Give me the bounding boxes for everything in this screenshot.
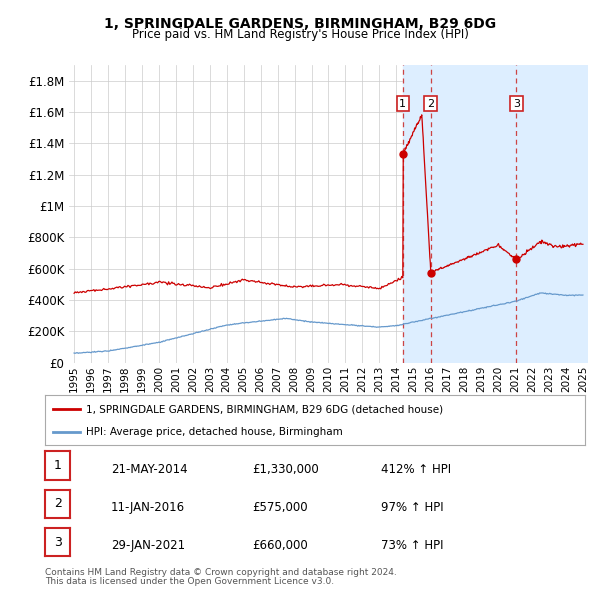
Text: Contains HM Land Registry data © Crown copyright and database right 2024.: Contains HM Land Registry data © Crown c… — [45, 568, 397, 577]
Text: 1: 1 — [399, 99, 406, 109]
Bar — [403, 65, 588, 363]
Text: 73% ↑ HPI: 73% ↑ HPI — [381, 539, 443, 552]
Text: 21-MAY-2014: 21-MAY-2014 — [111, 463, 188, 476]
Text: 2: 2 — [427, 99, 434, 109]
Text: 3: 3 — [513, 99, 520, 109]
Text: 1: 1 — [53, 459, 62, 472]
Text: £1,330,000: £1,330,000 — [252, 463, 319, 476]
Text: £575,000: £575,000 — [252, 501, 308, 514]
Text: 2: 2 — [53, 497, 62, 510]
Text: This data is licensed under the Open Government Licence v3.0.: This data is licensed under the Open Gov… — [45, 578, 334, 586]
Text: 1, SPRINGDALE GARDENS, BIRMINGHAM, B29 6DG (detached house): 1, SPRINGDALE GARDENS, BIRMINGHAM, B29 6… — [86, 404, 443, 414]
Text: 29-JAN-2021: 29-JAN-2021 — [111, 539, 185, 552]
Text: 11-JAN-2016: 11-JAN-2016 — [111, 501, 185, 514]
Text: £660,000: £660,000 — [252, 539, 308, 552]
Text: 3: 3 — [53, 536, 62, 549]
Text: Price paid vs. HM Land Registry's House Price Index (HPI): Price paid vs. HM Land Registry's House … — [131, 28, 469, 41]
Text: HPI: Average price, detached house, Birmingham: HPI: Average price, detached house, Birm… — [86, 427, 342, 437]
Text: 97% ↑ HPI: 97% ↑ HPI — [381, 501, 443, 514]
Text: 412% ↑ HPI: 412% ↑ HPI — [381, 463, 451, 476]
Text: 1, SPRINGDALE GARDENS, BIRMINGHAM, B29 6DG: 1, SPRINGDALE GARDENS, BIRMINGHAM, B29 6… — [104, 17, 496, 31]
